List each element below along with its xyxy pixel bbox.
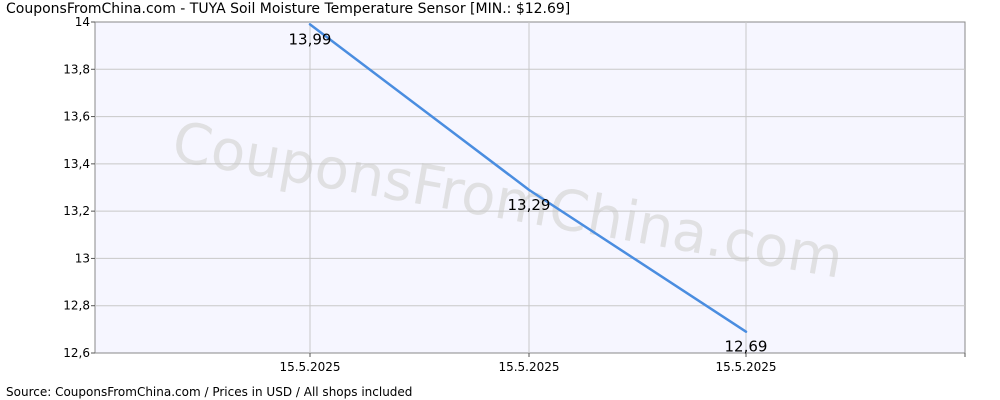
y-tick-label: 13 bbox=[75, 251, 90, 265]
y-tick-label: 13,8 bbox=[63, 62, 90, 76]
y-tick-label: 13,2 bbox=[63, 204, 90, 218]
plot-area bbox=[94, 21, 966, 354]
chart-title: CouponsFromChina.com - TUYA Soil Moistur… bbox=[6, 1, 571, 17]
x-tick-label: 15.5.2025 bbox=[498, 360, 559, 374]
y-tick-label: 12,6 bbox=[63, 346, 90, 360]
data-label: 13,99 bbox=[289, 30, 332, 48]
x-tick-label: 15.5.2025 bbox=[715, 360, 776, 374]
y-tick-label: 14 bbox=[75, 15, 90, 29]
y-tick-label: 12,8 bbox=[63, 299, 90, 313]
y-tick-label: 13,4 bbox=[63, 157, 90, 171]
source-note: Source: CouponsFromChina.com / Prices in… bbox=[6, 385, 413, 399]
x-tick-label: 15.5.2025 bbox=[279, 360, 340, 374]
data-label: 13,29 bbox=[508, 196, 551, 214]
y-tick-label: 13,6 bbox=[63, 110, 90, 124]
series-line bbox=[308, 23, 748, 333]
data-label: 12,69 bbox=[725, 338, 768, 356]
